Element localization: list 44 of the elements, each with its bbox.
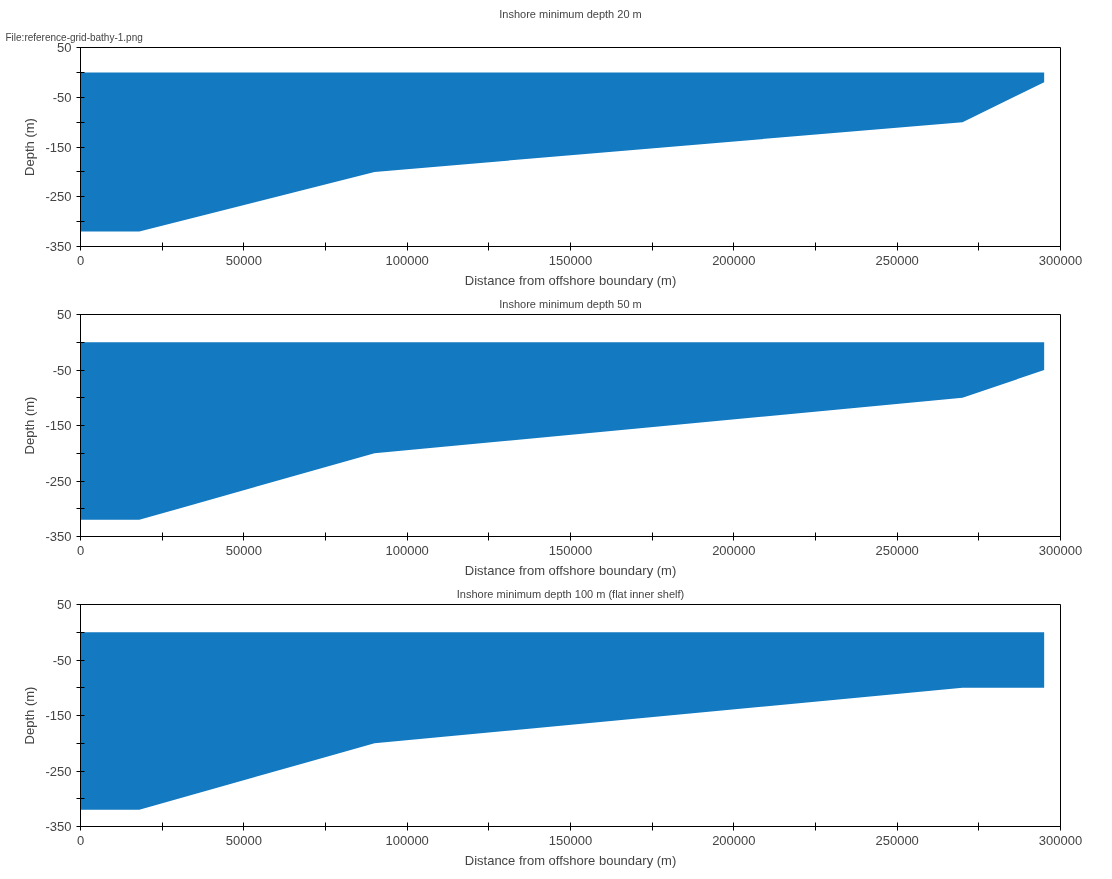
x-tick-label: 250000	[875, 832, 919, 848]
x-tick-label: 250000	[875, 252, 919, 268]
x-axis-title: Distance from offshore boundary (m)	[464, 272, 677, 288]
y-axis-title: Depth (m)	[22, 396, 38, 455]
x-axis-title: Distance from offshore boundary (m)	[464, 852, 677, 868]
x-tick-label: 100000	[385, 542, 429, 558]
y-tick-label: -50	[52, 362, 72, 378]
y-tick-label: -150	[45, 708, 72, 723]
x-tick-label: 200000	[712, 252, 756, 268]
y-tick-label: -250	[45, 473, 72, 489]
x-tick-label: 50000	[225, 832, 262, 848]
y-tick-label: -350	[45, 529, 72, 544]
y-axis-title: Depth (m)	[22, 686, 38, 745]
x-tick-label: 50000	[225, 252, 262, 268]
x-tick-label: 200000	[712, 542, 756, 558]
y-axis-title: Depth (m)	[22, 118, 38, 176]
y-tick-label: -250	[45, 763, 72, 779]
y-tick-label: -50	[52, 89, 72, 105]
y-tick-label: 50	[57, 307, 72, 322]
y-tick-label: -250	[45, 189, 72, 205]
x-tick-label: 100000	[385, 832, 429, 848]
y-tick-label: -350	[45, 239, 72, 254]
x-tick-label: 50000	[225, 542, 262, 558]
x-tick-label: 250000	[875, 542, 919, 558]
x-tick-label: 0	[76, 542, 85, 558]
x-tick-label: 300000	[1038, 252, 1083, 268]
x-tick-label: 0	[76, 832, 85, 848]
y-tick-label: -150	[45, 139, 72, 155]
x-tick-label: 0	[76, 252, 85, 268]
chart-title: Inshore minimum depth 20 m	[499, 7, 642, 20]
x-tick-label: 200000	[712, 832, 756, 848]
x-tick-label: 150000	[548, 252, 593, 268]
x-axis-title: Distance from offshore boundary (m)	[464, 562, 677, 578]
y-tick-label: -50	[52, 652, 72, 668]
y-tick-label: -350	[45, 819, 72, 834]
x-tick-label: 100000	[385, 252, 429, 268]
chart-title: Inshore minimum depth 100 m (flat inner shelf)	[456, 587, 685, 600]
y-tick-label: 50	[57, 597, 72, 612]
chart-title: Inshore minimum depth 50 m	[499, 297, 642, 310]
x-tick-label: 150000	[548, 832, 593, 848]
x-tick-label: 300000	[1038, 832, 1083, 848]
x-tick-label: 300000	[1038, 542, 1083, 558]
y-tick-label: -150	[45, 418, 72, 433]
x-tick-label: 150000	[548, 542, 593, 558]
